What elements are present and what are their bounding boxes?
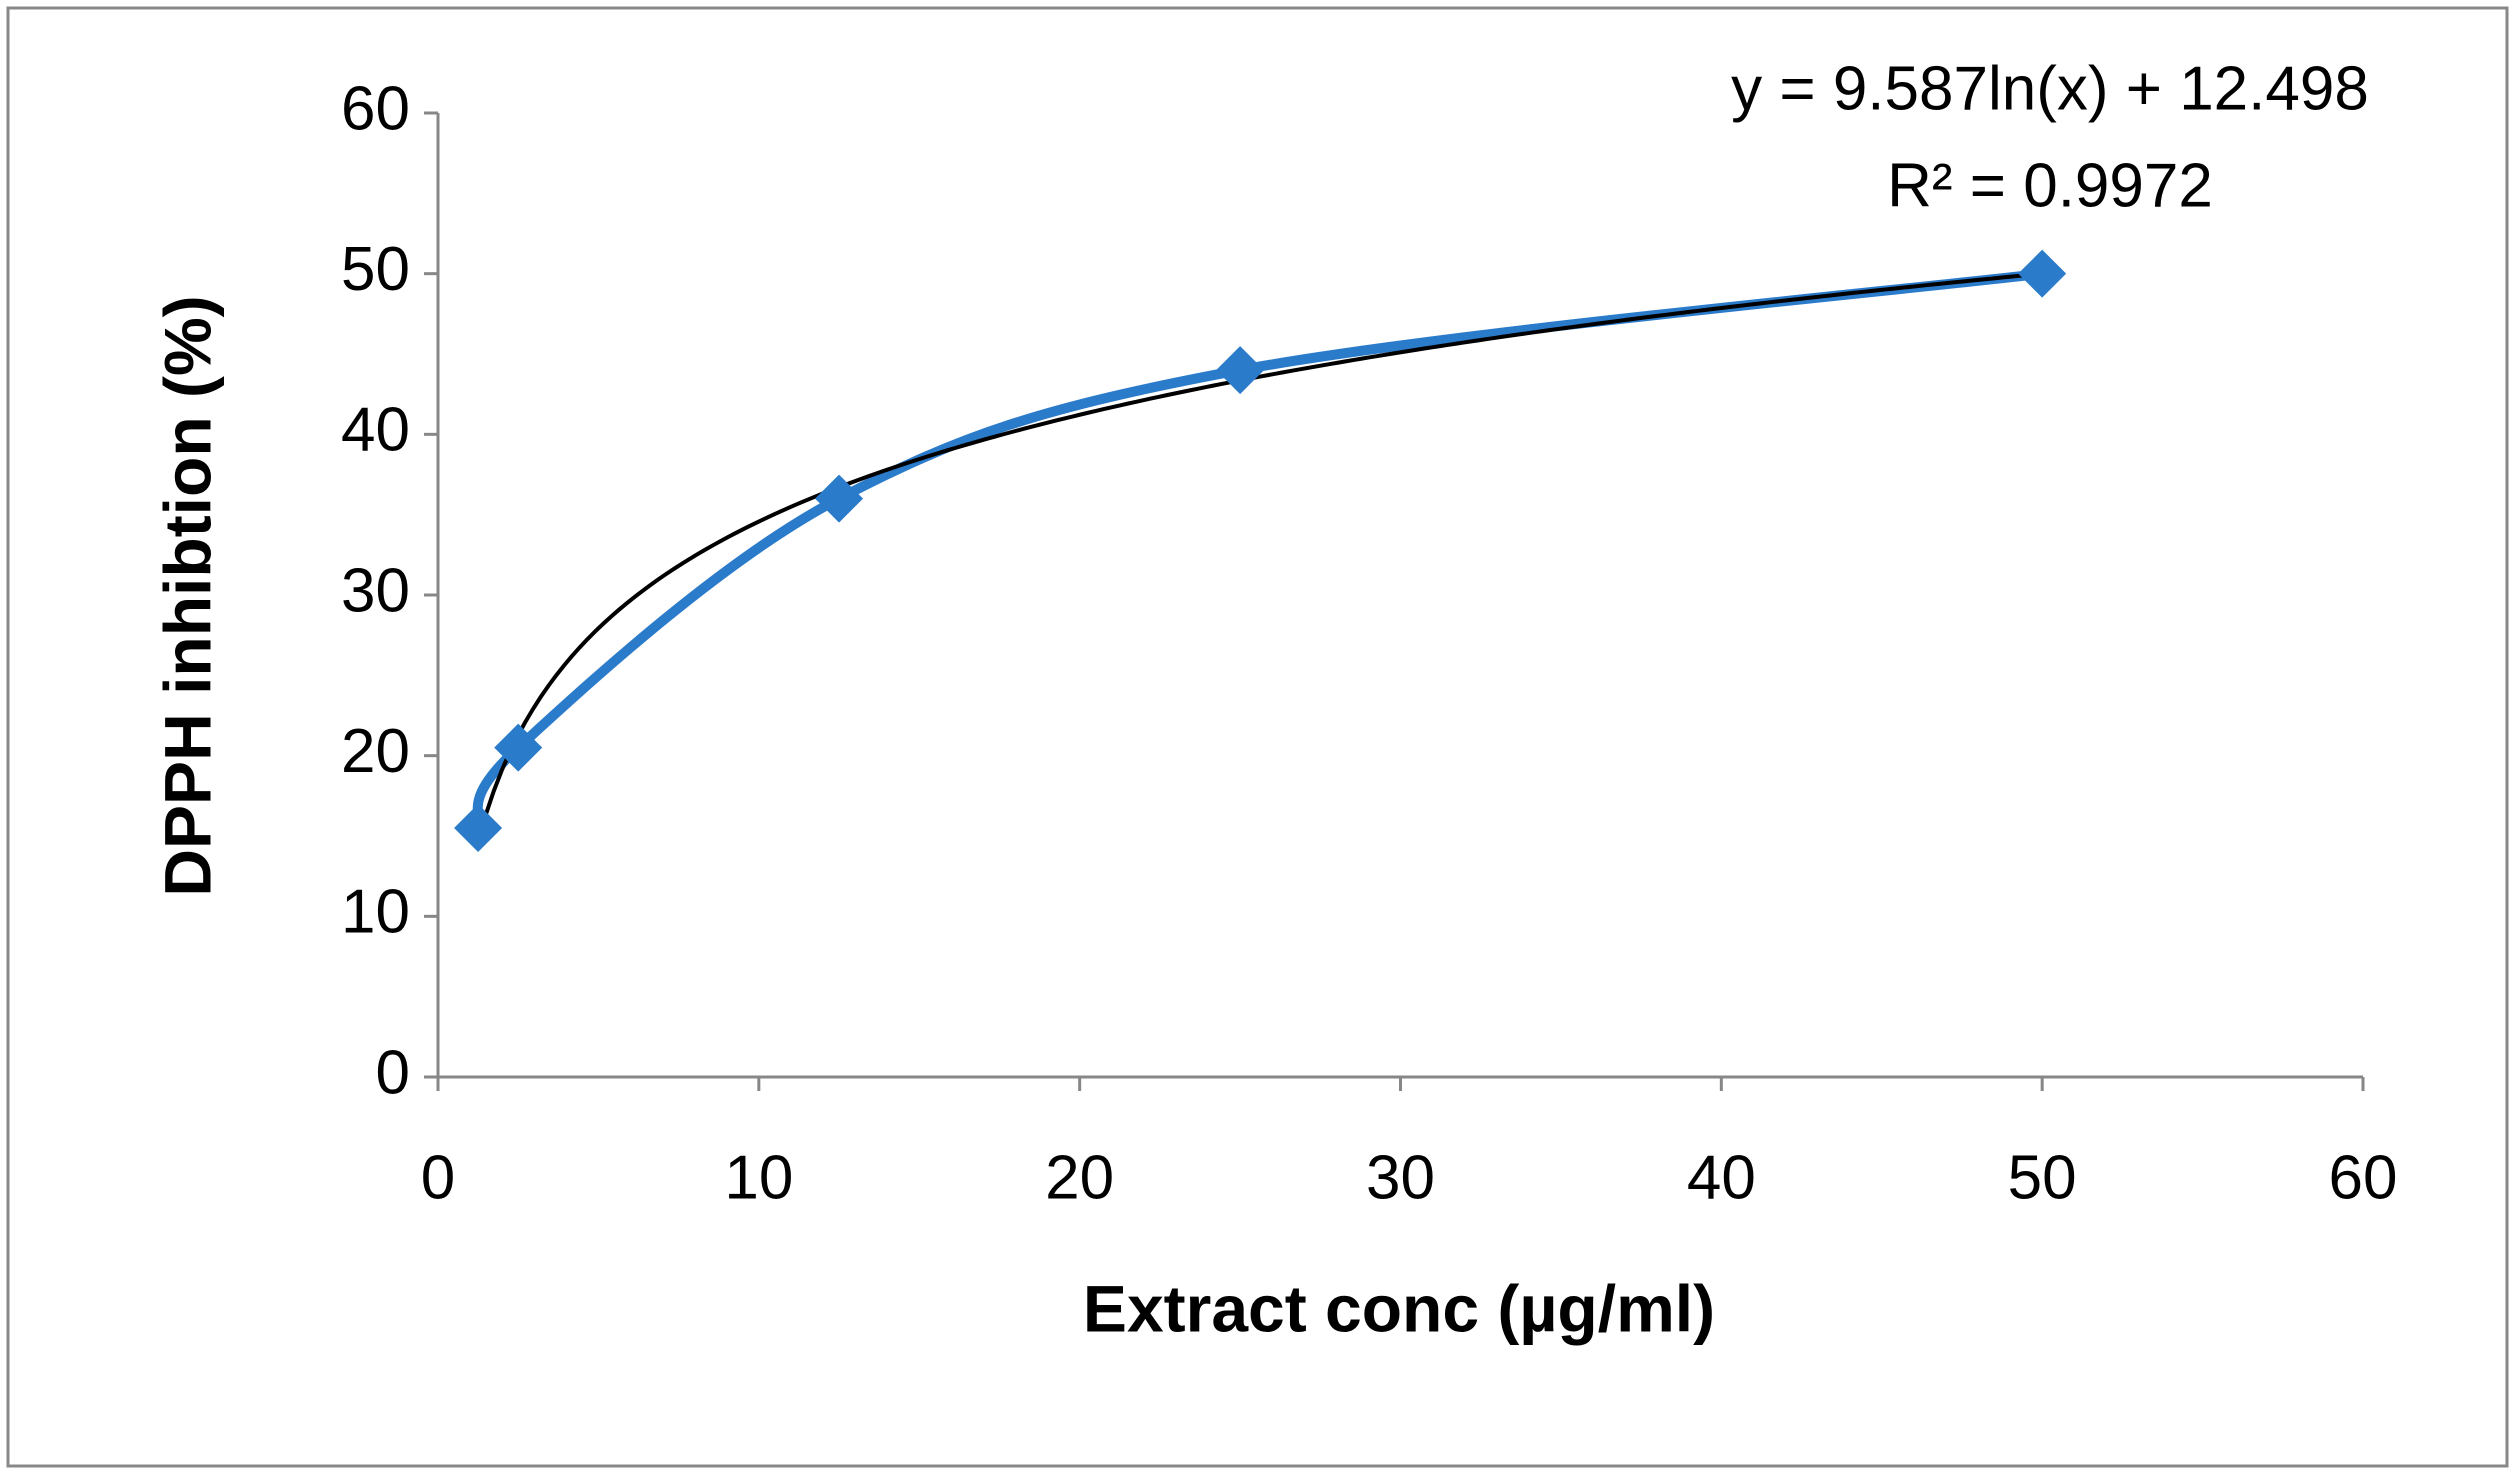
y-axis-title: DPPH inhibtion (%) <box>150 295 224 896</box>
x-axis-title: Extract conc (µg/ml) <box>1083 1271 1715 1345</box>
x-tick-label: 50 <box>2008 1143 2077 1212</box>
x-tick-label: 30 <box>1366 1143 1435 1212</box>
y-tick-label: 20 <box>341 717 410 786</box>
y-tick-label: 0 <box>376 1038 410 1107</box>
x-tick-label: 60 <box>2329 1143 2398 1212</box>
y-tick-label: 10 <box>341 878 410 947</box>
marker <box>494 723 543 772</box>
trendline-r-squared: R² = 0.9972 <box>1887 151 2213 220</box>
x-tick-label: 0 <box>421 1143 455 1212</box>
x-tick-label: 20 <box>1045 1143 1114 1212</box>
marker <box>2018 249 2067 298</box>
y-tick-label: 40 <box>341 396 410 465</box>
trendline-equation: y = 9.587ln(x) + 12.498 <box>1731 54 2369 123</box>
marker <box>454 803 503 852</box>
y-tick-label: 30 <box>341 556 410 625</box>
y-tick-label: 60 <box>341 74 410 143</box>
chart-border <box>6 6 2509 1468</box>
x-tick-label: 40 <box>1687 1143 1756 1212</box>
trendline <box>476 271 2043 843</box>
y-tick-label: 50 <box>341 235 410 304</box>
marker <box>1216 346 1265 395</box>
marker <box>815 474 864 523</box>
x-tick-label: 10 <box>724 1143 793 1212</box>
